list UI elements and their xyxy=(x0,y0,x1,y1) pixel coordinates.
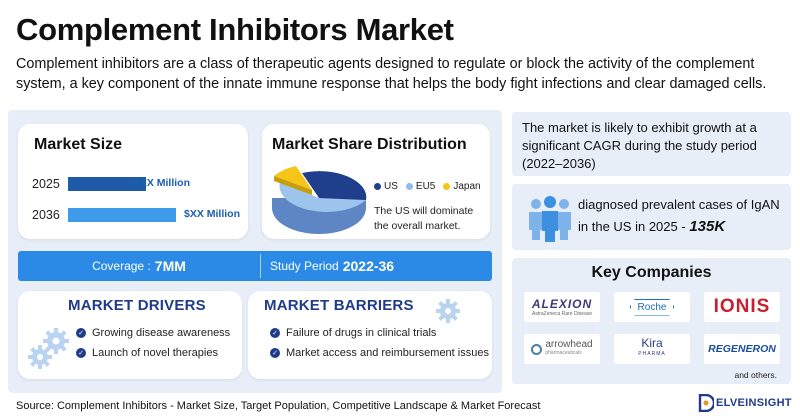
igan-box: diagnosed prevalent cases of IgAN in the… xyxy=(512,184,791,250)
page-title: Complement Inhibitors Market xyxy=(16,12,454,47)
gears-icon xyxy=(436,299,460,323)
logo-ionis-text: IONIS xyxy=(713,296,771,317)
people-icon xyxy=(529,196,571,242)
check-icon: ✓ xyxy=(76,348,86,358)
market-share-title: Market Share Distribution xyxy=(272,136,467,153)
pie-legend: US EU5 Japan xyxy=(374,181,481,192)
check-icon: ✓ xyxy=(270,328,280,338)
pie-slice-eu5 xyxy=(279,182,366,212)
logo-arrowhead-text: arrowhead xyxy=(545,339,593,350)
logo-kira-subtext: PHARMA xyxy=(638,351,666,357)
igan-text: diagnosed prevalent cases of IgAN in the… xyxy=(578,194,788,238)
gears-icon xyxy=(28,328,69,369)
legend-label: EU5 xyxy=(415,181,436,192)
list-item: ✓ Growing disease awareness xyxy=(76,323,230,343)
bar-value-2025: $XX Million xyxy=(134,177,191,189)
list-item-text: Failure of drugs in clinical trials xyxy=(286,327,437,339)
logo-kira-text: Kira xyxy=(641,336,663,350)
bar-year: 2025 xyxy=(32,177,60,191)
legend-dot xyxy=(374,183,381,190)
coverage: Coverage : 7MM xyxy=(18,251,260,281)
logo-kira: Kira PHARMA xyxy=(614,334,690,364)
market-drivers-card: MARKET DRIVERS ✓ Growing disease awarenes… xyxy=(18,291,242,379)
growth-text: The market is likely to exhibit growth a… xyxy=(522,120,757,171)
legend-label: US xyxy=(384,181,398,192)
logo-alexion-text: ALEXION xyxy=(531,297,593,311)
list-item-text: Growing disease awareness xyxy=(92,327,231,339)
coverage-value: 7MM xyxy=(154,258,186,274)
market-drivers-title: MARKET DRIVERS xyxy=(68,297,206,314)
logo-alexion: ALEXION AstraZeneca Rare Disease xyxy=(524,292,600,322)
market-barriers-title: MARKET BARRIERS xyxy=(264,297,414,314)
bar-row-2025: 2025 xyxy=(32,176,146,192)
arrowhead-mark-icon xyxy=(531,343,543,355)
market-barriers-card: MARKET BARRIERS ✓ Failure of drugs in cli… xyxy=(248,291,492,379)
market-share-note: The US will dominate the overall market. xyxy=(374,205,474,232)
pie-slice-japan-side xyxy=(274,176,312,195)
logo-roche: Roche xyxy=(614,292,690,322)
check-icon: ✓ xyxy=(270,348,280,358)
logo-arrowhead: arrowhead pharmaceuticals xyxy=(524,334,600,364)
others-text: and others. xyxy=(734,370,777,380)
divider xyxy=(260,254,261,278)
coverage-label: Coverage : xyxy=(92,259,151,273)
logo-arrowhead-subtext: pharmaceuticals xyxy=(545,350,582,356)
market-size-card: Market Size 2025 $XX Million 2036 $XX Mi… xyxy=(18,124,248,239)
igan-value: 135K xyxy=(689,218,726,235)
coverage-bar: Coverage : 7MM Study Period 2022-36 xyxy=(18,251,492,281)
igan-description: diagnosed prevalent cases of IgAN in the… xyxy=(578,197,780,234)
legend-dot xyxy=(405,183,413,190)
legend-item-eu5: EU5 xyxy=(405,181,436,192)
brand-text: ELVEINSIGHT xyxy=(716,397,792,409)
list-item: ✓ Launch of novel therapies xyxy=(76,343,230,363)
logo-regeneron-text: REGENERON xyxy=(708,343,776,355)
brand-logo: ELVEINSIGHT xyxy=(698,394,792,412)
list-item: ✓ Market access and reimbursement issues xyxy=(270,343,489,363)
legend-item-japan: Japan xyxy=(443,181,481,192)
logo-ionis: IONIS xyxy=(704,292,780,322)
logo-regeneron: REGENERON xyxy=(704,334,780,364)
bar-value-2036: $XX Million xyxy=(184,208,241,220)
pie-chart-3d xyxy=(272,166,367,234)
legend-item-us: US xyxy=(374,181,398,192)
key-companies-title: Key Companies xyxy=(591,264,712,281)
drivers-list: ✓ Growing disease awareness ✓ Launch of no… xyxy=(76,323,230,363)
logo-alexion-subtext: AstraZeneca Rare Disease xyxy=(531,311,593,317)
source-text: Source: Complement Inhibitors - Market S… xyxy=(16,400,541,412)
logo-roche-text: Roche xyxy=(629,298,675,316)
market-share-card: Market Share Distribution US EU5 Japan T… xyxy=(262,124,490,239)
legend-dot xyxy=(443,183,451,190)
list-item: ✓ Failure of drugs in clinical trials xyxy=(270,323,489,343)
key-companies-box: Key Companies ALEXION AstraZeneca Rare D… xyxy=(512,258,791,384)
check-icon: ✓ xyxy=(76,328,86,338)
growth-box: The market is likely to exhibit growth a… xyxy=(512,112,791,176)
market-size-title: Market Size xyxy=(34,136,123,153)
description: Complement inhibitors are a class of the… xyxy=(16,56,767,92)
bar-2025 xyxy=(68,177,146,191)
pie-slice-japan xyxy=(274,166,312,190)
legend-label: Japan xyxy=(453,181,481,192)
delveinsight-mark-icon xyxy=(698,394,714,412)
bar-2036 xyxy=(68,208,176,222)
study-period-value: 2022-36 xyxy=(342,258,395,274)
bar-year: 2036 xyxy=(32,208,60,222)
pie-slice-us xyxy=(302,171,367,200)
bar-row-2036: 2036 xyxy=(32,207,176,223)
study-period-label: Study Period xyxy=(270,259,339,273)
list-item-text: Market access and reimbursement issues xyxy=(286,347,489,359)
study-period: Study Period 2022-36 xyxy=(270,251,394,281)
barriers-list: ✓ Failure of drugs in clinical trials ✓ Ma… xyxy=(270,323,489,363)
list-item-text: Launch of novel therapies xyxy=(92,347,218,359)
